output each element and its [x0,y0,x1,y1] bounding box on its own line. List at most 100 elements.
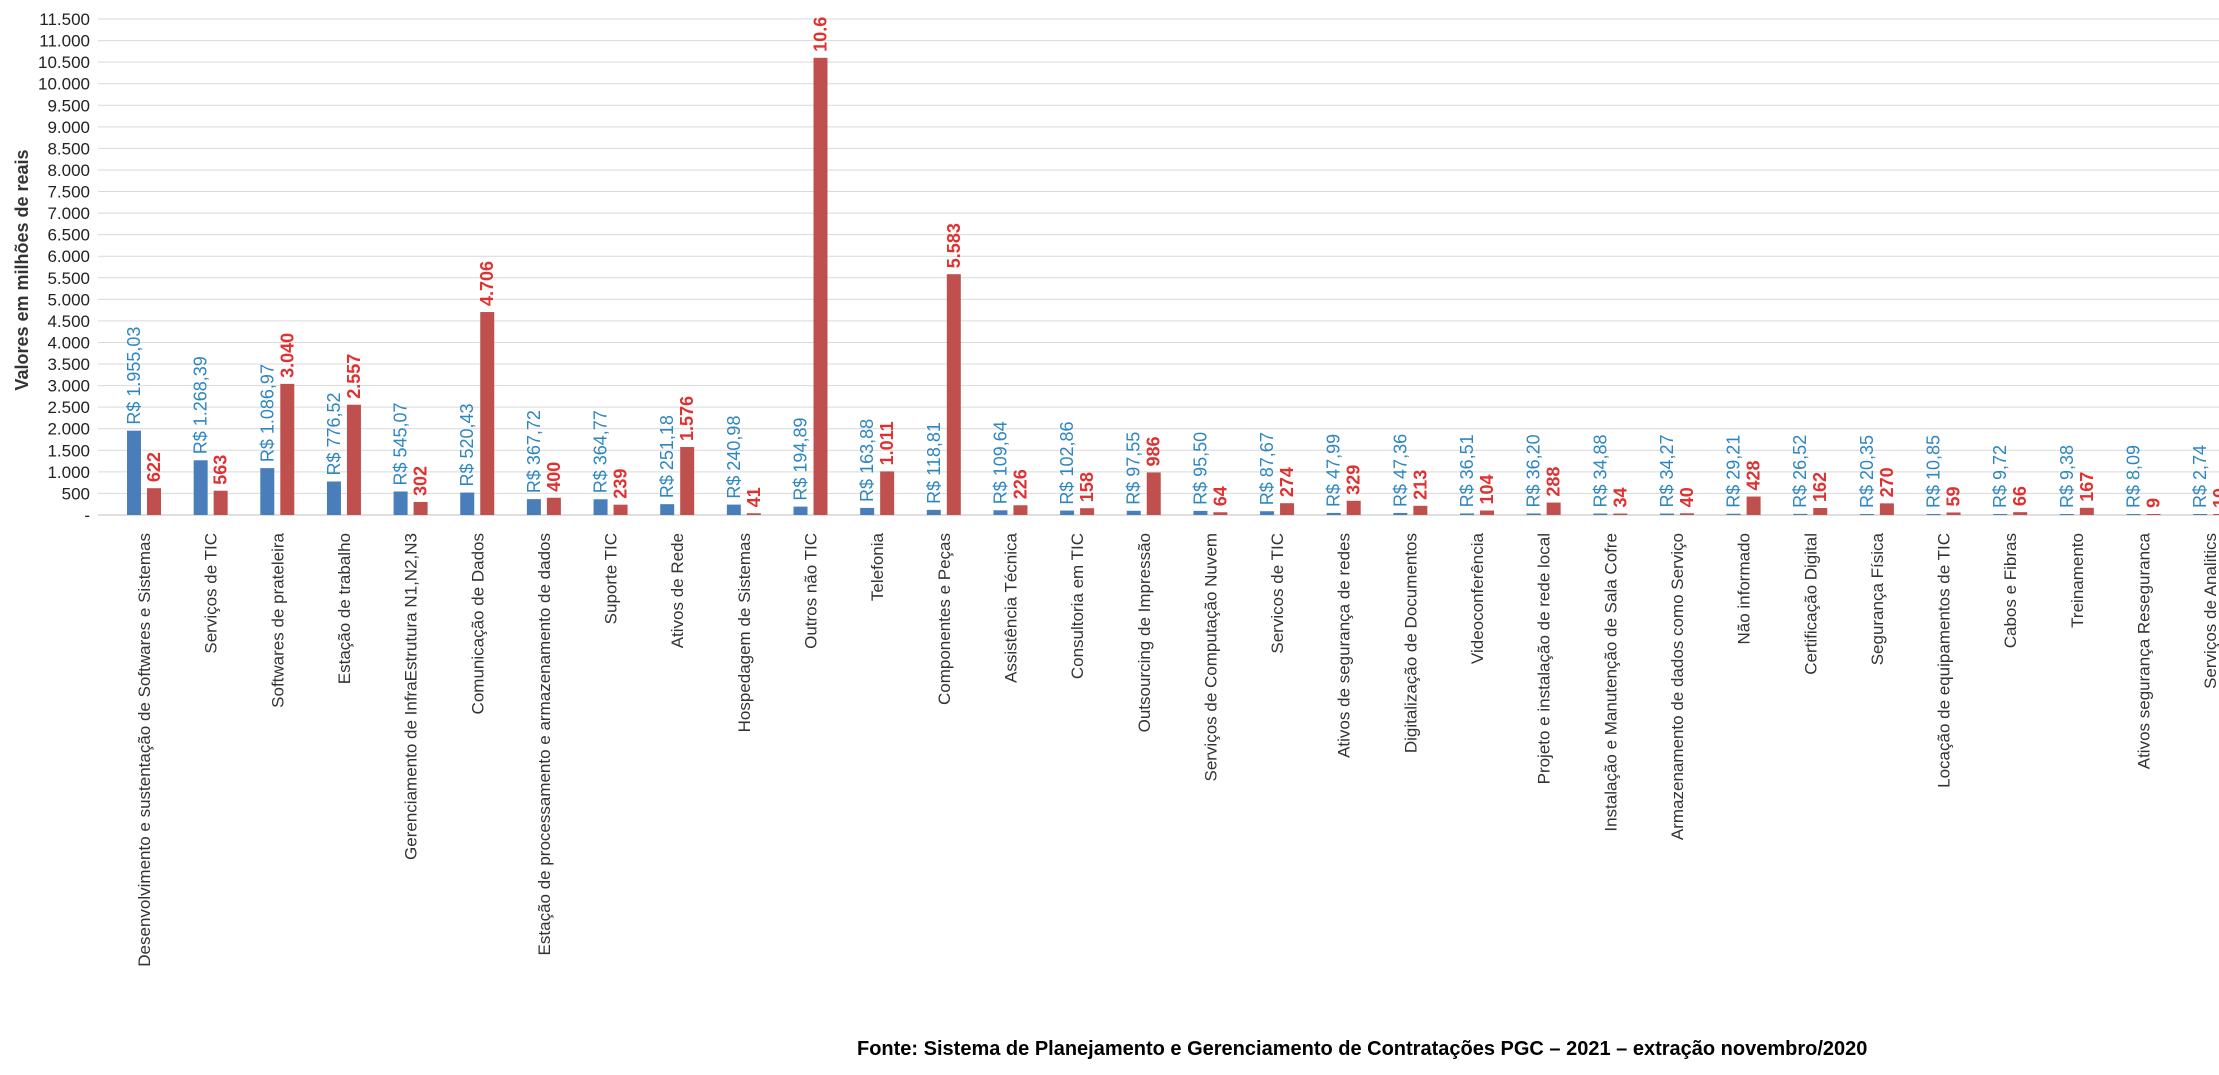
bar-series2 [1879,503,1894,515]
bar-series1 [1793,513,1808,515]
x-tick-label: Serviços de Analitics [2201,533,2219,689]
x-tick-label: Gerenciamento de InfraEstrutura N1,N2,N3 [402,533,421,860]
x-tick-label: Digitalização de Documentos [1401,533,1420,753]
data-label-series1: R$ 9,72 [1990,445,2010,508]
data-label-series2: 158 [1077,472,1097,502]
bar-series2 [147,488,161,515]
y-axis-title: Valores em milhões de reais [12,149,32,390]
bar-series1 [2059,514,2074,515]
x-tick-label: Estação de trabalho [335,533,354,684]
bar-series2 [680,447,695,515]
bar-series1 [793,506,808,515]
data-label-series2: 213 [1410,470,1430,500]
y-tick-label: 7.500 [47,183,90,202]
x-tick-label: Projeto e instalação de rede local [1535,533,1554,784]
data-label-series1: R$ 1.086,97 [257,364,277,462]
x-tick-label: Locação de equipamentos de TIC [1935,533,1954,788]
data-label-series1: R$ 102,86 [1057,421,1077,504]
y-tick-label: 11.500 [39,10,90,29]
data-label-series1: R$ 36,20 [1524,434,1544,507]
x-tick-label: Ativos de segurança de redes [1335,533,1354,758]
data-label-series2: 239 [611,469,631,499]
bar-series1 [393,491,408,515]
bar-series1 [1993,514,2008,515]
y-tick-label: 6.500 [47,226,90,245]
bar-series1 [193,460,208,515]
x-tick-label: Componentes e Peças [935,533,954,705]
data-label-series2: 3.040 [277,333,297,378]
data-label-series2: 34 [1610,488,1630,508]
y-tick-label: 6.000 [47,247,90,266]
bar-series1 [127,430,141,515]
bar-series2 [2146,514,2161,515]
x-tick-label: Videoconferência [1468,532,1487,664]
data-label-series1: R$ 20,35 [1857,435,1877,508]
bar-series2 [1679,513,1694,515]
data-label-series2: 40 [1677,487,1697,507]
bar-series2 [1946,512,1961,515]
data-label-series1: R$ 47,99 [1324,434,1344,507]
data-label-series2: 428 [1744,460,1764,490]
data-label-series1: R$ 95,50 [1190,432,1210,505]
bar-series2 [1480,510,1494,515]
bar-series1 [326,481,341,515]
y-tick-label: 9.000 [47,118,90,137]
bar-series1 [1593,513,1608,515]
bar-series2 [546,497,561,515]
data-label-series1: R$ 34,27 [1657,434,1677,507]
bar-series1 [1393,512,1408,515]
bar-series1 [1726,513,1741,515]
y-tick-label: 9.500 [47,96,90,115]
bar-series1 [1460,513,1474,515]
bar-series1 [1260,511,1275,515]
data-label-series1: R$ 118,81 [924,422,944,504]
data-label-series2: 622 [144,452,164,482]
data-label-series2: 288 [1544,467,1564,497]
bar-series1 [526,499,541,515]
bar-series2 [813,57,828,516]
bar-series2 [2213,514,2219,515]
x-tick-label: Outros não TIC [802,533,821,649]
data-label-series2: 302 [411,466,431,496]
bar-series1 [2193,514,2208,515]
x-axis: Desenvolvimento e sustentação de Softwar… [135,532,2219,966]
x-tick-label: Armazenamento de dados como Serviço [1668,533,1687,840]
bar-series1 [993,510,1008,515]
bar-series2 [1346,500,1361,515]
data-label-series1: R$ 109,64 [990,421,1010,504]
bar-series2 [280,383,295,515]
x-tick-label: Treinamento [2068,533,2087,628]
data-label-series2: 64 [1210,486,1230,506]
data-label-series1: R$ 1.955,03 [124,327,144,425]
data-label-series2: 10 [2210,488,2219,508]
x-tick-label: Outsourcing de Impressão [1135,533,1154,732]
x-tick-label: Servicos de TIC [1268,533,1287,654]
bar-series1 [860,507,875,515]
data-label-series1: R$ 97,55 [1124,432,1144,505]
y-tick-label: 10.500 [38,53,90,72]
x-tick-label: Serviços de Computação Nuvem [1201,533,1220,782]
bar-series2 [2079,507,2094,515]
y-tick-label: 2.500 [47,398,90,417]
x-tick-label: Ativos de Rede [668,533,687,648]
y-tick-label: 4.000 [47,333,90,352]
data-label-series1: R$ 545,07 [391,402,411,485]
bar-series2 [1813,508,1828,515]
bar-series2 [1413,505,1428,515]
data-label-series2: 167 [2077,472,2097,502]
data-label-series1: R$ 1.268,39 [191,356,211,454]
data-label-series1: R$ 47,36 [1390,434,1410,507]
data-label-series2: 10.6 [811,17,831,52]
data-label-series2: 59 [1944,486,1964,506]
data-label-series1: R$ 194,89 [791,418,811,501]
data-label-series2: 270 [1877,467,1897,497]
data-label-series2: 5.583 [944,223,964,268]
bar-series2 [1280,503,1295,515]
gridlines [98,18,2219,516]
x-tick-label: Certificação Digital [1801,533,1820,675]
x-tick-label: Assistência Técnica [1001,532,1020,682]
bar-series2 [1013,505,1028,515]
bar-series2 [1613,513,1628,515]
x-tick-label: Telefonia [868,532,887,601]
